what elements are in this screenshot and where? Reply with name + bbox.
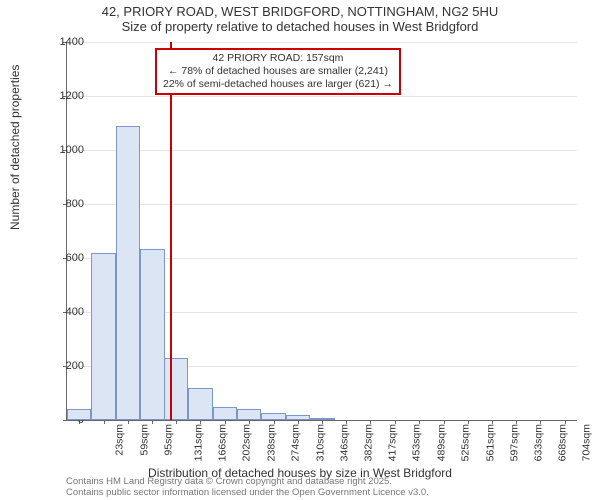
histogram-bar	[116, 126, 140, 420]
ytick-label: 800	[44, 198, 84, 210]
y-axis-label: Number of detached properties	[8, 65, 22, 230]
xtick-label: 633sqm	[533, 424, 545, 461]
title-line-2: Size of property relative to detached ho…	[0, 19, 600, 34]
ytick-label: 1200	[44, 90, 84, 102]
annotation-line-1: 42 PRIORY ROAD: 157sqm	[163, 52, 393, 65]
gridline	[67, 42, 577, 43]
property-marker-line	[170, 42, 172, 420]
annotation-box: 42 PRIORY ROAD: 157sqm ← 78% of detached…	[155, 48, 401, 95]
gridline	[67, 150, 577, 151]
xtick-label: 382sqm	[363, 424, 375, 461]
xtick-label: 202sqm	[241, 424, 253, 461]
histogram-bar	[261, 413, 285, 420]
chart-title: 42, PRIORY ROAD, WEST BRIDGFORD, NOTTING…	[0, 0, 600, 34]
xtick-label: 489sqm	[435, 424, 447, 461]
histogram-bar	[286, 415, 310, 420]
attribution: Contains HM Land Registry data © Crown c…	[66, 477, 429, 498]
xtick-mark	[176, 420, 177, 424]
attribution-line-1: Contains HM Land Registry data © Crown c…	[66, 477, 429, 487]
title-line-1: 42, PRIORY ROAD, WEST BRIDGFORD, NOTTING…	[0, 4, 600, 19]
histogram-bar	[237, 409, 261, 420]
histogram-bar	[213, 407, 237, 421]
xtick-label: 166sqm	[216, 424, 228, 461]
xtick-label: 417sqm	[386, 424, 398, 461]
xtick-label: 59sqm	[138, 424, 150, 456]
xtick-label: 704sqm	[581, 424, 593, 461]
xtick-mark	[128, 420, 129, 424]
xtick-label: 561sqm	[484, 424, 496, 461]
histogram-bar	[188, 388, 212, 420]
ytick-label: 600	[44, 252, 84, 264]
xtick-label: 131sqm	[193, 424, 205, 461]
xtick-label: 668sqm	[556, 424, 568, 461]
ytick-label: 1000	[44, 144, 84, 156]
xtick-label: 95sqm	[162, 424, 174, 456]
annotation-line-2: ← 78% of detached houses are smaller (2,…	[163, 65, 393, 78]
histogram-bar	[310, 418, 334, 420]
histogram-bar	[67, 409, 91, 420]
xtick-label: 597sqm	[508, 424, 520, 461]
xtick-label: 346sqm	[338, 424, 350, 461]
ytick-label: 200	[44, 360, 84, 372]
attribution-line-2: Contains public sector information licen…	[66, 488, 429, 498]
xtick-label: 274sqm	[290, 424, 302, 461]
xtick-label: 525sqm	[460, 424, 472, 461]
xtick-label: 23sqm	[114, 424, 126, 456]
plot-area: 42 PRIORY ROAD: 157sqm ← 78% of detached…	[66, 42, 577, 421]
xtick-label: 310sqm	[314, 424, 326, 461]
chart-container: 42, PRIORY ROAD, WEST BRIDGFORD, NOTTING…	[0, 0, 600, 500]
ytick-label: 400	[44, 306, 84, 318]
xtick-mark	[152, 420, 153, 424]
xtick-label: 238sqm	[265, 424, 277, 461]
gridline	[67, 204, 577, 205]
xtick-mark	[104, 420, 105, 424]
gridline	[67, 96, 577, 97]
histogram-bar	[164, 358, 188, 420]
annotation-line-3: 22% of semi-detached houses are larger (…	[163, 78, 393, 91]
histogram-bar	[91, 253, 115, 420]
histogram-bar	[140, 249, 164, 420]
ytick-label: 1400	[44, 36, 84, 48]
xtick-label: 453sqm	[411, 424, 423, 461]
